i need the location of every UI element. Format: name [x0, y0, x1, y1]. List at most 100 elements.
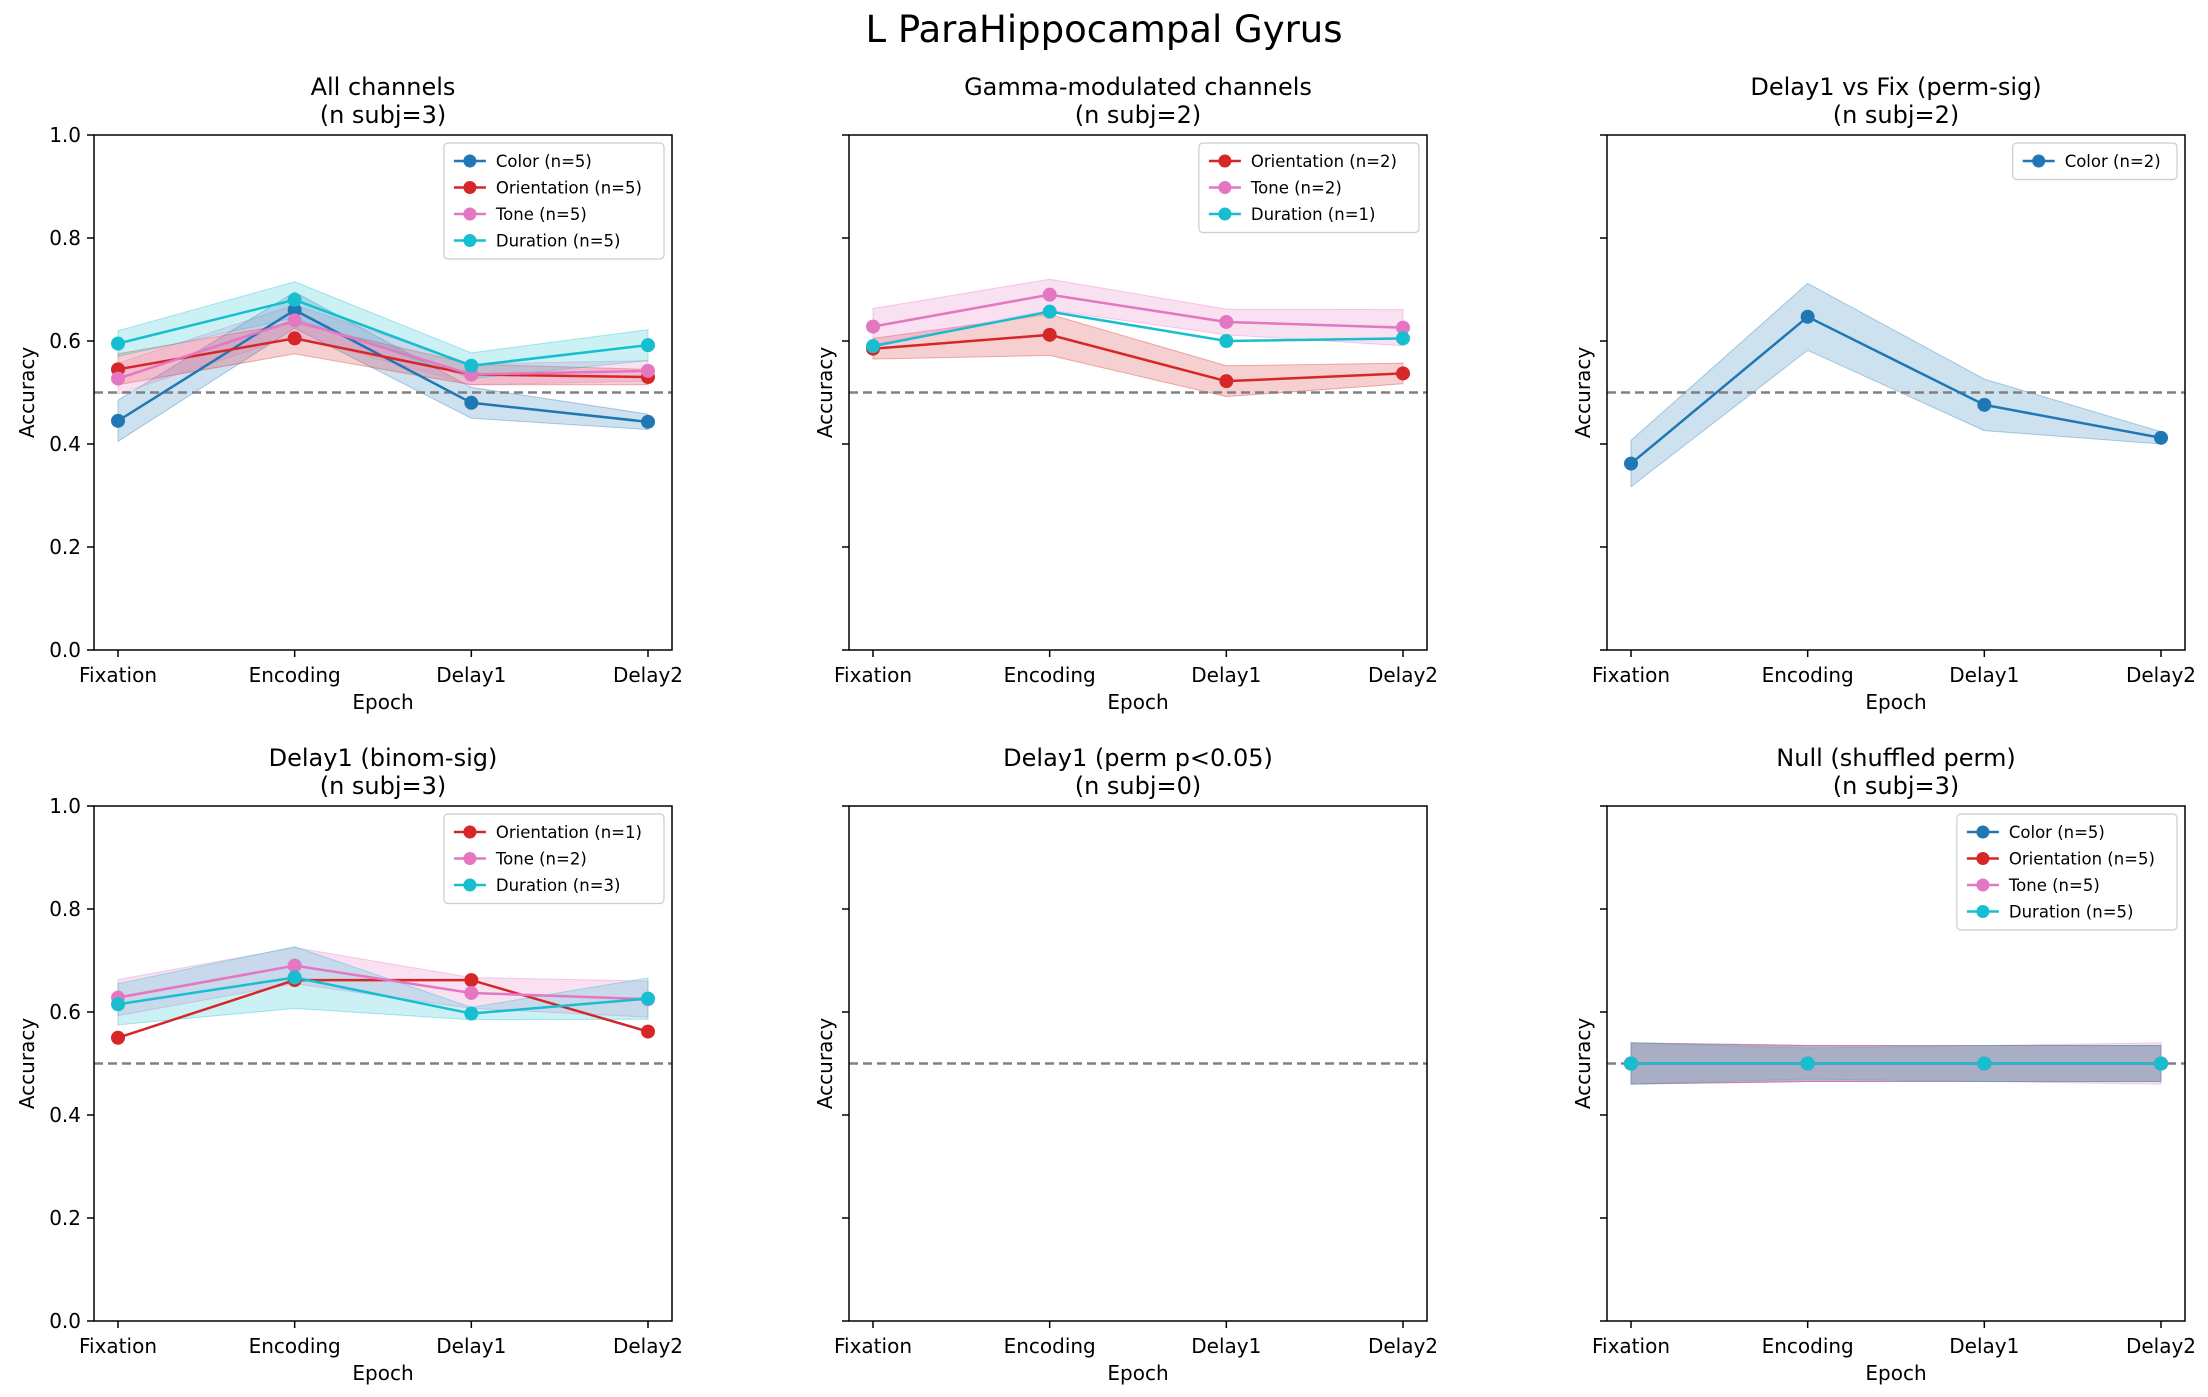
subplot-subtitle: (n subj=3) — [1833, 772, 1960, 800]
data-point — [464, 358, 479, 373]
subplot-2: Gamma-modulated channels(n subj=2) Fixati… — [813, 73, 1438, 714]
subplot-title: Null (shuffled perm) — [1776, 744, 2015, 772]
x-tick-label: Delay2 — [1368, 1334, 1438, 1358]
y-axis-label: Accuracy — [15, 1018, 39, 1109]
x-axis-label: Epoch — [1865, 690, 1926, 714]
x-tick-label: Encoding — [1004, 663, 1096, 687]
axes-frame — [1606, 805, 2186, 1322]
series-line-color — [1630, 315, 2162, 465]
legend-swatch-marker — [1218, 207, 1232, 221]
legend-swatch-marker — [2032, 154, 2046, 168]
x-axis-label: Epoch — [1107, 1361, 1168, 1385]
subplot-subtitle: (n subj=2) — [1833, 101, 1960, 129]
subplot-4: Delay1 (binom-sig)(n subj=3) Fixation Enco… — [15, 744, 683, 1385]
data-point — [2154, 430, 2168, 445]
y-tick-label: 0.6 — [49, 1000, 81, 1024]
x-tick-label: Delay1 — [436, 663, 506, 687]
data-point — [1042, 304, 1057, 319]
x-tick-label: Encoding — [1762, 663, 1854, 687]
data-point — [464, 395, 479, 410]
x-tick-label: Delay2 — [2126, 663, 2196, 687]
x-tick-label: Delay1 — [436, 1334, 506, 1358]
data-point — [1977, 1056, 1992, 1071]
legend: Orientation (n=1) Tone (n=2) Duration (n=3… — [443, 813, 665, 905]
data-point — [464, 973, 479, 988]
legend-swatch-marker — [463, 852, 477, 865]
series-line-duration — [872, 310, 1404, 348]
x-tick-label: Delay2 — [1368, 663, 1438, 687]
legend-label: Tone (n=5) — [2008, 876, 2100, 895]
axes-frame — [93, 134, 673, 651]
data-point — [1624, 1056, 1638, 1071]
x-axis-label: Epoch — [1865, 1361, 1926, 1385]
series-line-tone — [872, 293, 1404, 329]
data-point — [641, 991, 655, 1006]
data-point — [111, 371, 125, 386]
subplot-title: Delay1 vs Fix (perm-sig) — [1750, 73, 2041, 101]
series-line-duration — [117, 976, 649, 1015]
series-line-tone — [117, 964, 649, 1001]
data-point — [2154, 1056, 2168, 1071]
data-point — [111, 997, 125, 1012]
data-point — [1219, 374, 1234, 389]
legend-label: Orientation (n=5) — [2009, 850, 2155, 869]
legend-label: Duration (n=5) — [496, 232, 621, 251]
y-axis-label: Accuracy — [813, 1018, 837, 1109]
error-band-duration — [117, 281, 649, 380]
data-point — [1396, 366, 1410, 381]
data-point — [287, 313, 302, 328]
series-line-duration — [117, 298, 649, 367]
legend-label: Color (n=5) — [496, 152, 592, 171]
legend-swatch-marker — [463, 154, 477, 168]
y-tick-label: 0.4 — [49, 432, 81, 456]
x-tick-label: Delay1 — [1949, 663, 2019, 687]
subplot-title: Delay1 (binom-sig) — [269, 744, 498, 772]
y-tick-label: 0.0 — [49, 1309, 81, 1333]
data-point — [1042, 287, 1057, 302]
x-tick-label: Fixation — [79, 663, 157, 687]
subplot-3: Delay1 vs Fix (perm-sig)(n subj=2) Fixati… — [1571, 73, 2196, 714]
legend: Color (n=5) Orientation (n=5) Tone (n=5) Du… — [443, 142, 665, 260]
subplot-5: Delay1 (perm p<0.05)(n subj=0) Fixation En… — [813, 744, 1438, 1385]
error-band-tone — [117, 947, 649, 1018]
y-tick-label: 0.0 — [49, 638, 81, 662]
legend-label: Duration (n=5) — [2009, 903, 2134, 922]
legend-box — [1956, 813, 2178, 931]
axes-frame — [848, 134, 1428, 651]
figure-title: L ParaHippocampal Gyrus — [865, 8, 1342, 51]
subplot-subtitle: (n subj=2) — [1075, 101, 1202, 129]
data-point — [641, 338, 655, 353]
x-tick-label: Delay1 — [1949, 1334, 2019, 1358]
y-tick-label: 0.4 — [49, 1103, 81, 1127]
legend-label: Color (n=2) — [2065, 152, 2161, 171]
subplot-subtitle: (n subj=3) — [320, 101, 447, 129]
legend-swatch-marker — [463, 234, 477, 247]
legend-label: Tone (n=5) — [495, 205, 587, 224]
y-tick-label: 0.2 — [49, 535, 81, 559]
data-point — [1396, 320, 1410, 335]
subplot-subtitle: (n subj=3) — [320, 772, 447, 800]
data-point — [866, 319, 880, 334]
data-point — [287, 958, 302, 973]
data-point — [464, 1006, 479, 1021]
x-axis-label: Epoch — [1107, 690, 1168, 714]
legend-box — [2012, 142, 2178, 181]
subplot-title: Gamma-modulated channels — [964, 73, 1312, 101]
legend-swatch-marker — [1976, 852, 1990, 865]
legend-label: Orientation (n=2) — [1251, 152, 1397, 171]
x-tick-label: Encoding — [1004, 1334, 1096, 1358]
y-tick-label: 1.0 — [49, 123, 81, 147]
x-tick-label: Delay1 — [1191, 1334, 1261, 1358]
y-axis-label: Accuracy — [813, 347, 837, 438]
legend-swatch-marker — [1976, 825, 1990, 839]
x-tick-label: Fixation — [834, 1334, 912, 1358]
x-axis-label: Epoch — [352, 690, 413, 714]
y-tick-label: 0.8 — [49, 226, 81, 250]
y-tick-label: 0.6 — [49, 329, 81, 353]
x-tick-label: Encoding — [1762, 1334, 1854, 1358]
data-point — [1977, 397, 1992, 412]
error-band-color — [1630, 282, 2162, 488]
legend: Orientation (n=2) Tone (n=2) Duration (n=1… — [1198, 142, 1420, 234]
legend-swatch-marker — [463, 207, 477, 221]
